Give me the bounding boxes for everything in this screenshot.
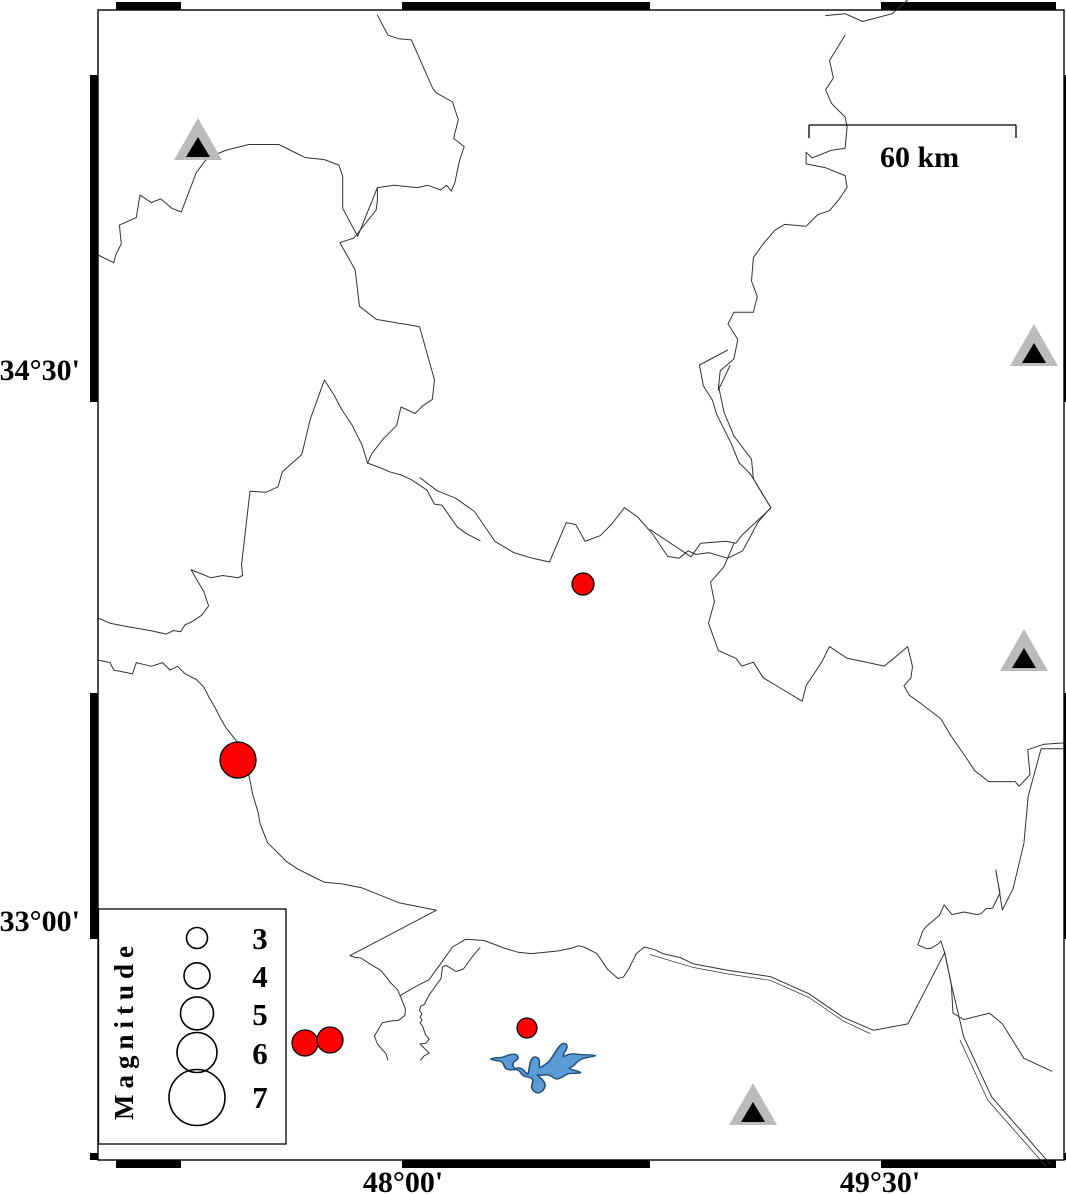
svg-text:4: 4 bbox=[252, 959, 268, 994]
svg-text:Magnitude: Magnitude bbox=[109, 940, 139, 1120]
svg-text:48°00': 48°00' bbox=[363, 1166, 443, 1194]
svg-text:5: 5 bbox=[252, 997, 268, 1032]
svg-text:49°30': 49°30' bbox=[840, 1166, 920, 1194]
svg-text:7: 7 bbox=[252, 1080, 268, 1115]
svg-text:33°00': 33°00' bbox=[0, 905, 80, 938]
svg-text:3: 3 bbox=[252, 921, 268, 956]
svg-text:34°30': 34°30' bbox=[0, 354, 80, 387]
svg-text:6: 6 bbox=[252, 1036, 268, 1071]
svg-text:60 km: 60 km bbox=[880, 141, 959, 174]
